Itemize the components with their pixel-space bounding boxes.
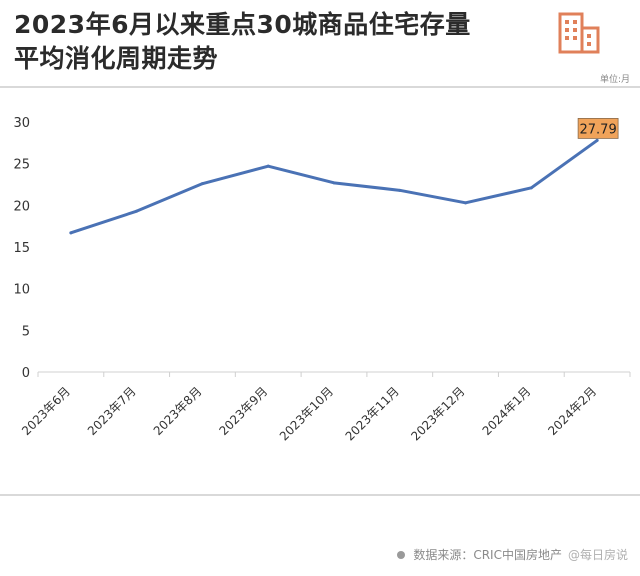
source-footer: 数据来源：CRIC中国房地产 @每日房说	[397, 546, 628, 563]
y-tick-label: 25	[13, 158, 30, 173]
x-tick-label: 2024年1月	[480, 384, 534, 438]
unit-label: 单位:月	[599, 75, 630, 85]
data-point	[529, 186, 533, 190]
watermark: @每日房说	[567, 548, 628, 562]
data-point	[200, 182, 204, 186]
data-label: 27.79	[580, 122, 617, 137]
y-tick-label: 5	[22, 324, 30, 339]
data-point	[332, 181, 336, 185]
y-tick-label: 20	[13, 199, 30, 214]
data-point	[464, 201, 468, 205]
bullet-icon	[397, 550, 406, 559]
x-tick-label: 2023年9月	[216, 384, 270, 438]
source-label: 数据来源：CRIC中国房地产	[413, 548, 562, 562]
x-tick-label: 2023年12月	[408, 384, 467, 443]
series-line	[69, 138, 599, 235]
data-point	[266, 164, 270, 168]
title-line-2: 平均消化周期走势	[14, 44, 219, 73]
data-point	[398, 188, 402, 192]
x-tick-label: 2023年7月	[85, 384, 139, 438]
data-point	[135, 209, 139, 213]
top-divider	[0, 86, 640, 88]
x-tick-label: 2023年10月	[277, 384, 336, 443]
x-tick-label: 2024年2月	[545, 384, 599, 438]
x-tick-label: 2023年8月	[151, 384, 205, 438]
building-icon	[558, 12, 600, 54]
x-tick-label: 2023年6月	[19, 384, 73, 438]
x-tick-label: 2023年11月	[343, 384, 402, 443]
title-line-1: 2023年6月以来重点30城商品住宅存量	[14, 10, 471, 39]
chart-title: 2023年6月以来重点30城商品住宅存量 平均消化周期走势	[14, 8, 471, 76]
y-tick-label: 15	[13, 241, 30, 256]
y-tick-label: 10	[13, 283, 30, 298]
bottom-divider	[0, 494, 640, 496]
y-tick-label: 30	[13, 116, 30, 131]
data-label-box	[577, 118, 619, 139]
data-point	[69, 231, 73, 235]
data-point	[595, 138, 599, 142]
y-tick-label: 0	[22, 366, 30, 381]
